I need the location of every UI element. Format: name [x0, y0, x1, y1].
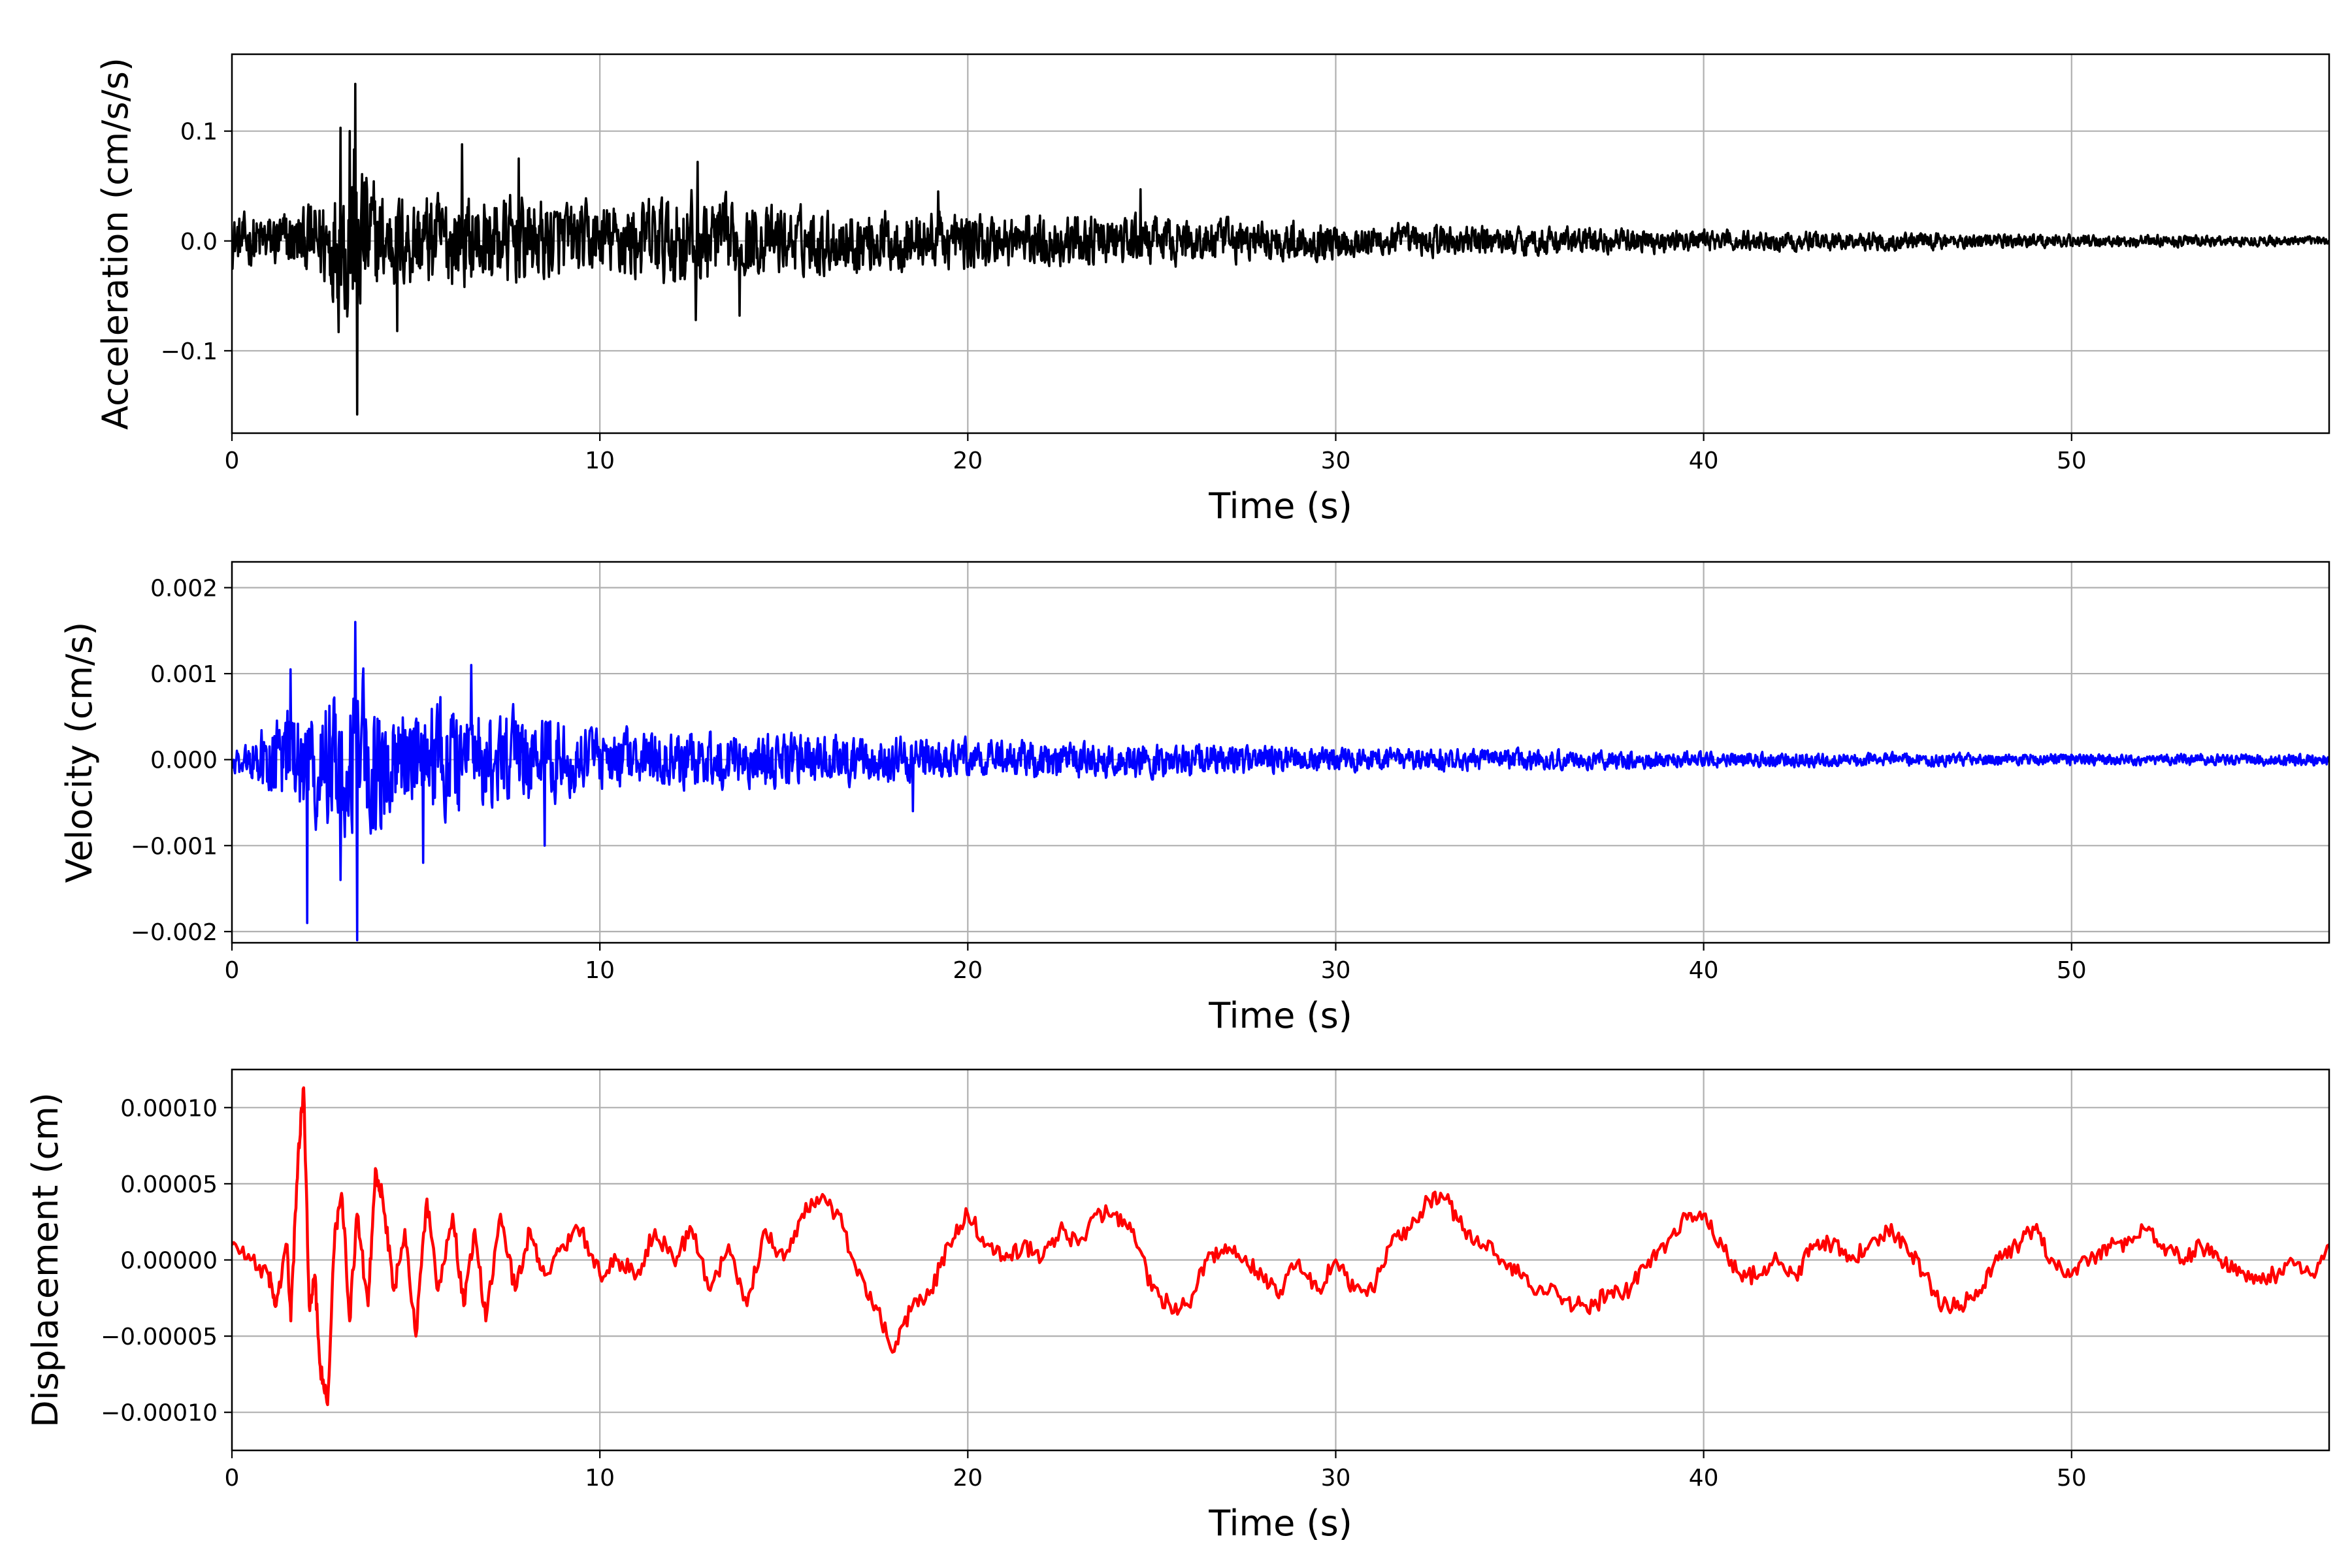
displacement-x-tick-label: 0	[225, 1465, 240, 1492]
velocity-x-tick-label: 0	[225, 957, 240, 984]
velocity-x-tick-label: 10	[585, 957, 615, 984]
velocity-x-tick-label: 50	[2057, 957, 2087, 984]
velocity-ticks: 0 10 20 30 40 50 −0.002 −0.001 0.000 0.001 0.002	[131, 575, 2087, 984]
acceleration-y-axis-title: Acceleration (cm/s/s)	[95, 57, 136, 430]
displacement-x-tick-label: 50	[2057, 1465, 2087, 1492]
acceleration-x-tick-label: 0	[225, 448, 240, 474]
displacement-panel: 0 10 20 30 40 50 −0.00010 −0.00005 0.00000 0.0000…	[25, 1068, 2330, 1544]
velocity-x-tick-label: 40	[1689, 957, 1719, 984]
acceleration-y-tick-label: 0.0	[180, 229, 218, 255]
acceleration-x-tick-label: 40	[1689, 448, 1719, 474]
displacement-ticks: 0 10 20 30 40 50 −0.00010 −0.00005 0.00000 0.0000…	[101, 1095, 2087, 1492]
velocity-y-tick-label: −0.001	[131, 833, 218, 860]
displacement-x-tick-label: 30	[1321, 1465, 1351, 1492]
acceleration-y-tick-label: 0.1	[180, 119, 218, 146]
velocity-x-tick-label: 30	[1321, 957, 1351, 984]
displacement-y-tick-label: −0.00005	[101, 1324, 218, 1350]
velocity-series	[232, 621, 2329, 941]
displacement-grid	[231, 1070, 2329, 1450]
displacement-x-tick-label: 20	[953, 1465, 983, 1492]
displacement-y-tick-label: 0.00000	[120, 1248, 218, 1275]
velocity-x-axis-title: Time (s)	[1208, 995, 1352, 1036]
displacement-y-tick-label: 0.00005	[120, 1171, 218, 1198]
acceleration-panel: 0 10 20 30 40 50 −0.1 0.0 0.1 Time (s) Accelerat…	[95, 53, 2330, 527]
velocity-series-line	[232, 621, 2329, 941]
displacement-series-line	[232, 1086, 2329, 1407]
displacement-x-tick-label: 10	[585, 1465, 615, 1492]
acceleration-series	[232, 82, 2329, 416]
velocity-y-tick-label: 0.001	[150, 661, 218, 688]
velocity-panel: 0 10 20 30 40 50 −0.002 −0.001 0.000 0.001 0.002 T…	[59, 561, 2330, 1036]
acceleration-x-axis-title: Time (s)	[1208, 485, 1352, 527]
velocity-axes-frame	[231, 561, 2330, 944]
displacement-y-tick-label: −0.00010	[101, 1400, 218, 1427]
displacement-series	[232, 1086, 2329, 1407]
acceleration-x-tick-label: 50	[2057, 448, 2087, 474]
velocity-y-tick-label: 0.002	[150, 575, 218, 602]
displacement-y-axis-title: Displacement (cm)	[25, 1092, 66, 1428]
acceleration-y-tick-label: −0.1	[161, 338, 218, 365]
acceleration-x-tick-label: 10	[585, 448, 615, 474]
velocity-y-axis-title: Velocity (cm/s)	[59, 622, 100, 883]
acceleration-axes-frame	[231, 53, 2330, 434]
velocity-y-tick-label: 0.000	[150, 747, 218, 774]
acceleration-x-tick-label: 30	[1321, 448, 1351, 474]
displacement-x-tick-label: 40	[1689, 1465, 1719, 1492]
velocity-y-tick-label: −0.002	[131, 919, 218, 946]
acceleration-series-line	[232, 82, 2329, 416]
displacement-y-tick-label: 0.00010	[120, 1095, 218, 1122]
acceleration-x-tick-label: 20	[953, 448, 983, 474]
displacement-x-axis-title: Time (s)	[1208, 1503, 1352, 1544]
acceleration-ticks: 0 10 20 30 40 50 −0.1 0.0 0.1	[161, 119, 2087, 474]
velocity-x-tick-label: 20	[953, 957, 983, 984]
